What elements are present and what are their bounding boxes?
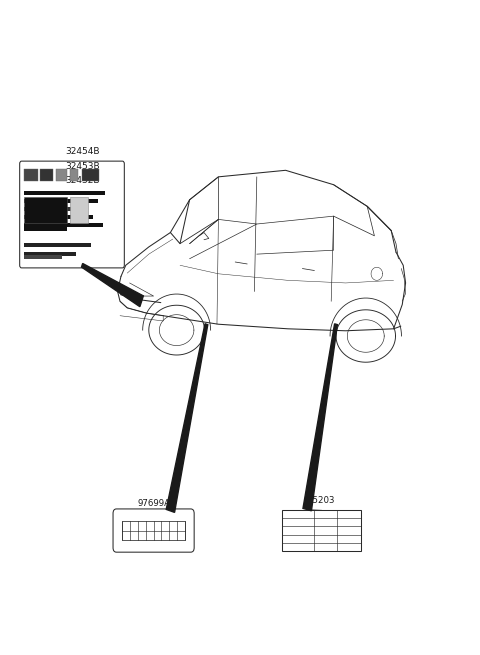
Bar (24, 191, 105, 195)
Bar (282, 510, 361, 551)
Text: 32453B: 32453B (65, 162, 99, 171)
Polygon shape (166, 324, 208, 512)
Text: 32432B: 32432B (65, 176, 99, 185)
Bar (82, 169, 99, 181)
Text: 05203: 05203 (308, 496, 336, 505)
Bar (24, 255, 62, 259)
Bar (24, 169, 38, 181)
Bar (24, 215, 93, 219)
Bar (24, 243, 91, 247)
Bar (24, 223, 103, 227)
FancyBboxPatch shape (113, 509, 194, 552)
Bar (24, 224, 67, 231)
Bar (122, 521, 185, 540)
Bar (40, 169, 53, 181)
Polygon shape (303, 324, 337, 511)
Text: 32454B: 32454B (65, 147, 99, 157)
Bar (24, 199, 98, 203)
Bar (56, 169, 67, 181)
Bar (24, 196, 67, 223)
Text: 97699A: 97699A (137, 499, 170, 508)
Bar (24, 207, 72, 211)
Bar (70, 196, 88, 223)
FancyBboxPatch shape (20, 161, 124, 268)
Polygon shape (82, 263, 144, 307)
Bar (70, 169, 78, 181)
Bar (24, 252, 76, 256)
